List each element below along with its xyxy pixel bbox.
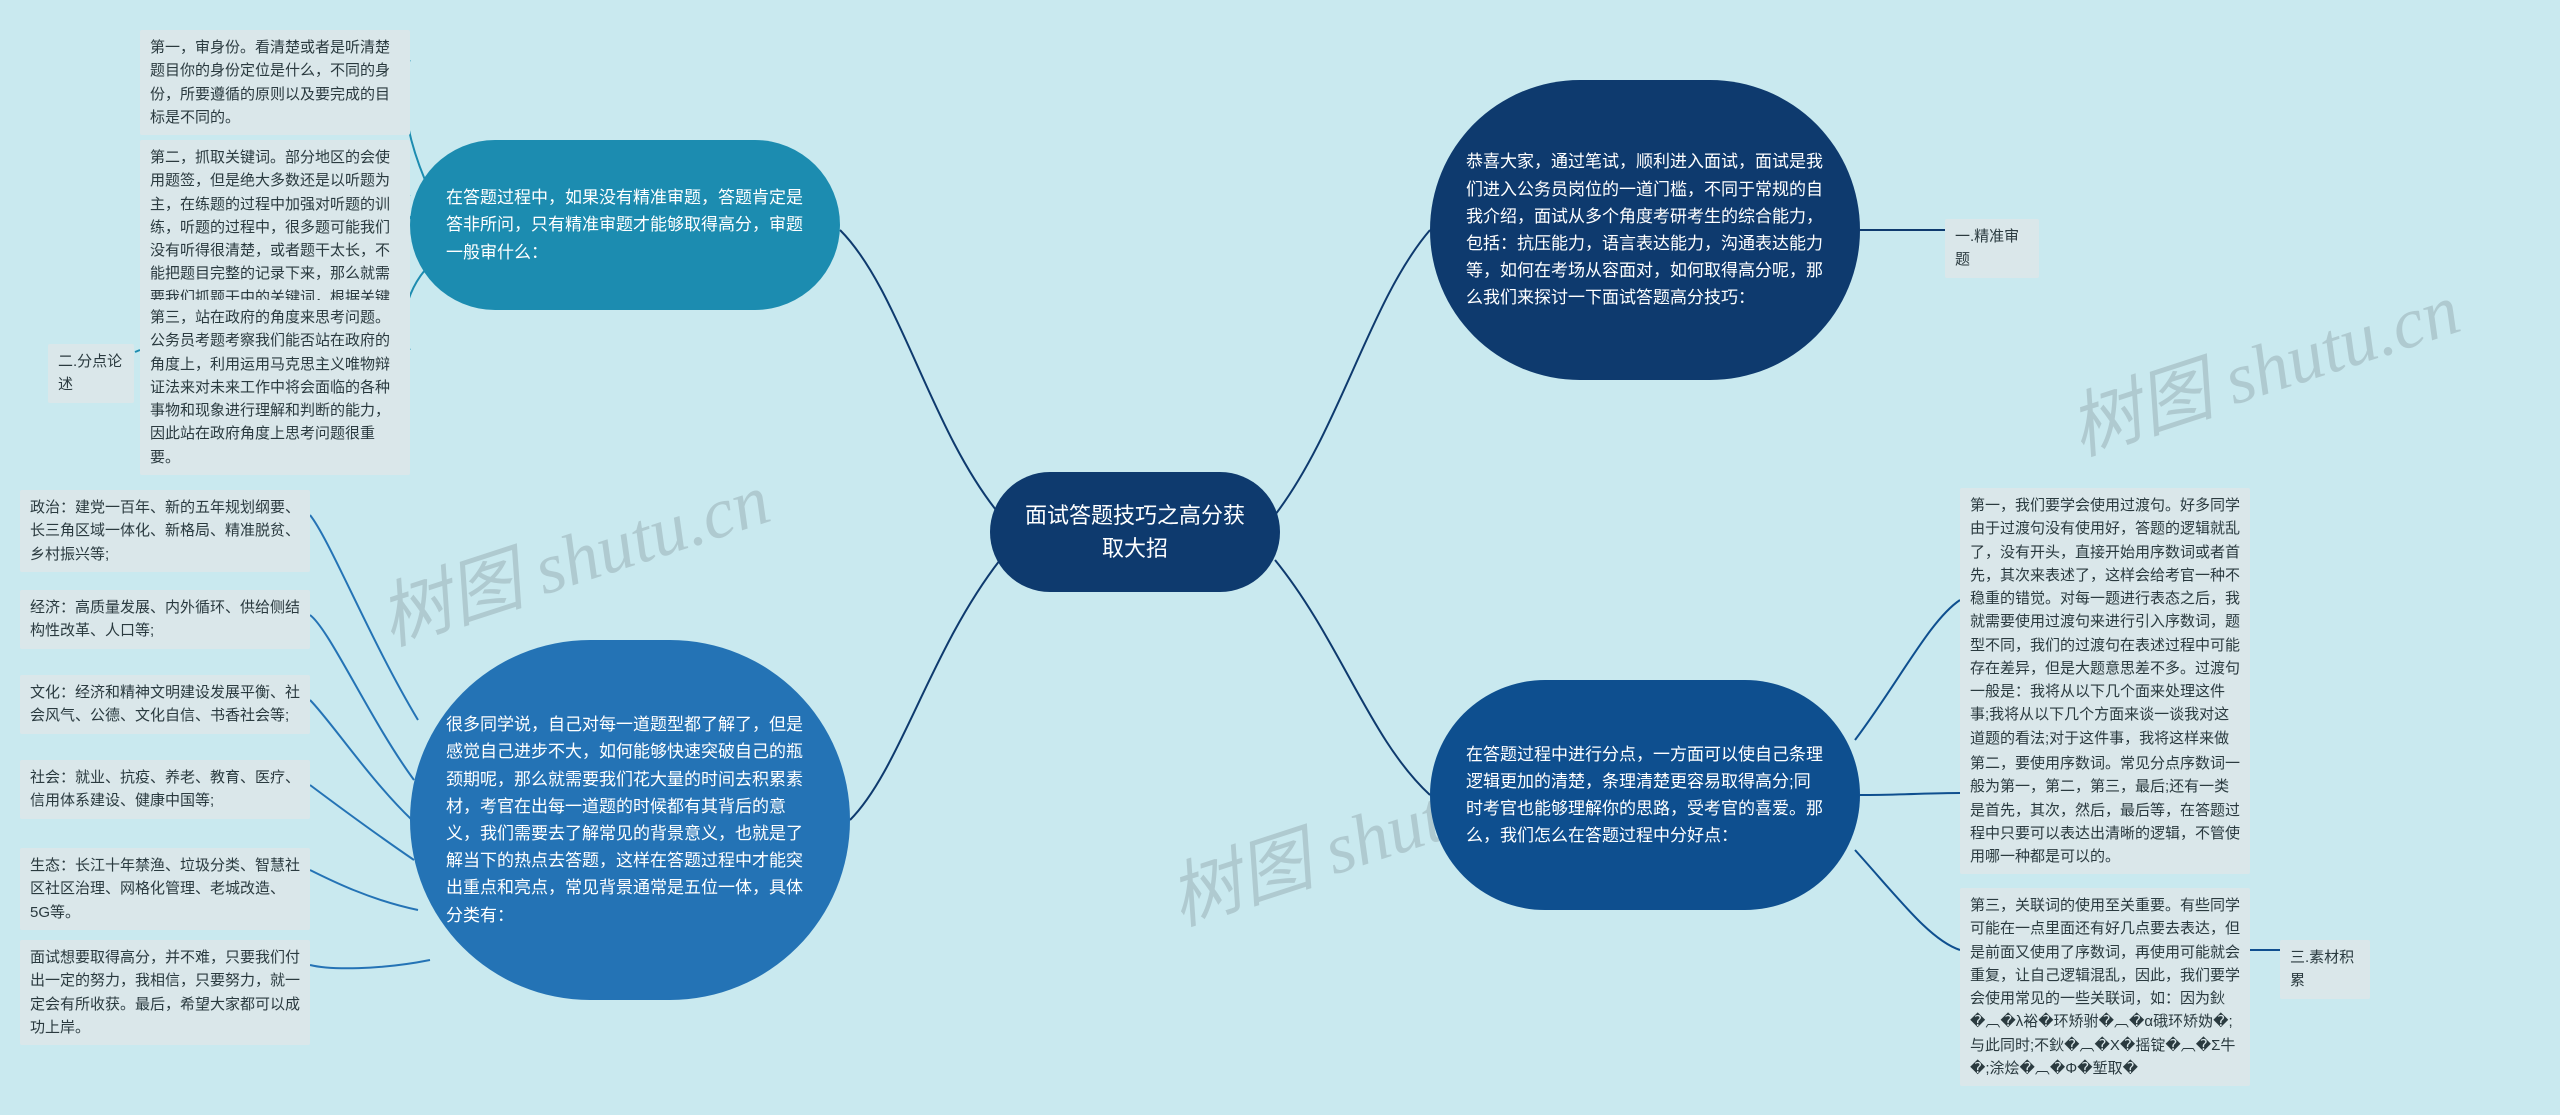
- leaf-node: 生态：长江十年禁渔、垃圾分类、智慧社区社区治理、网格化管理、老城改造、5G等。: [20, 848, 310, 930]
- leaf-node: 第二，要使用序数词。常见分点序数词一般为第一，第二，第三，最后;还有一类是首先，…: [1960, 746, 2250, 874]
- center-node-text: 面试答题技巧之高分获取大招: [1024, 499, 1246, 565]
- branch-top-right: 恭喜大家，通过笔试，顺利进入面试，面试是我们进入公务员岗位的一道门槛，不同于常规…: [1430, 80, 1860, 380]
- branch-text: 在答题过程中进行分点，一方面可以使自己条理逻辑更加的清楚，条理清楚更容易取得高分…: [1466, 741, 1824, 850]
- branch-bottom-right: 在答题过程中进行分点，一方面可以使自己条理逻辑更加的清楚，条理清楚更容易取得高分…: [1430, 680, 1860, 910]
- leaf-node: 文化：经济和精神文明建设发展平衡、社会风气、公德、文化自信、书香社会等;: [20, 675, 310, 734]
- tail-label: 三.素材积累: [2280, 940, 2370, 999]
- leaf-node: 第三，站在政府的角度来思考问题。公务员考题考察我们能否站在政府的角度上，利用运用…: [140, 300, 410, 475]
- leaf-node: 政治：建党一百年、新的五年规划纲要、长三角区域一体化、新格局、精准脱贫、乡村振兴…: [20, 490, 310, 572]
- branch-text: 在答题过程中，如果没有精准审题，答题肯定是答非所问，只有精准审题才能够取得高分，…: [446, 184, 804, 266]
- tail-label: 二.分点论述: [48, 344, 134, 403]
- leaf-node: 一.精准审题: [1945, 219, 2039, 278]
- leaf-node: 经济：高质量发展、内外循环、供给侧结构性改革、人口等;: [20, 590, 310, 649]
- center-node: 面试答题技巧之高分获取大招: [990, 472, 1280, 592]
- watermark: 树图 shutu.cn: [2054, 250, 2471, 475]
- branch-text: 恭喜大家，通过笔试，顺利进入面试，面试是我们进入公务员岗位的一道门槛，不同于常规…: [1466, 148, 1824, 311]
- watermark: 树图 shutu.cn: [364, 440, 781, 665]
- leaf-node: 第一，我们要学会使用过渡句。好多同学由于过渡句没有使用好，答题的逻辑就乱了，没有…: [1960, 488, 2250, 779]
- leaf-node: 第一，审身份。看清楚或者是听清楚题目你的身份定位是什么，不同的身份，所要遵循的原…: [140, 30, 410, 135]
- branch-text: 很多同学说，自己对每一道题型都了解了，但是感觉自己进步不大，如何能够快速突破自己…: [446, 711, 814, 929]
- branch-top-left: 在答题过程中，如果没有精准审题，答题肯定是答非所问，只有精准审题才能够取得高分，…: [410, 140, 840, 310]
- leaf-node: 第三，关联词的使用至关重要。有些同学可能在一点里面还有好几点要去表达，但是前面又…: [1960, 888, 2250, 1086]
- leaf-node: 社会：就业、抗疫、养老、教育、医疗、信用体系建设、健康中国等;: [20, 760, 310, 819]
- leaf-node: 面试想要取得高分，并不难，只要我们付出一定的努力，我相信，只要努力，就一定会有所…: [20, 940, 310, 1045]
- branch-bottom-left: 很多同学说，自己对每一道题型都了解了，但是感觉自己进步不大，如何能够快速突破自己…: [410, 640, 850, 1000]
